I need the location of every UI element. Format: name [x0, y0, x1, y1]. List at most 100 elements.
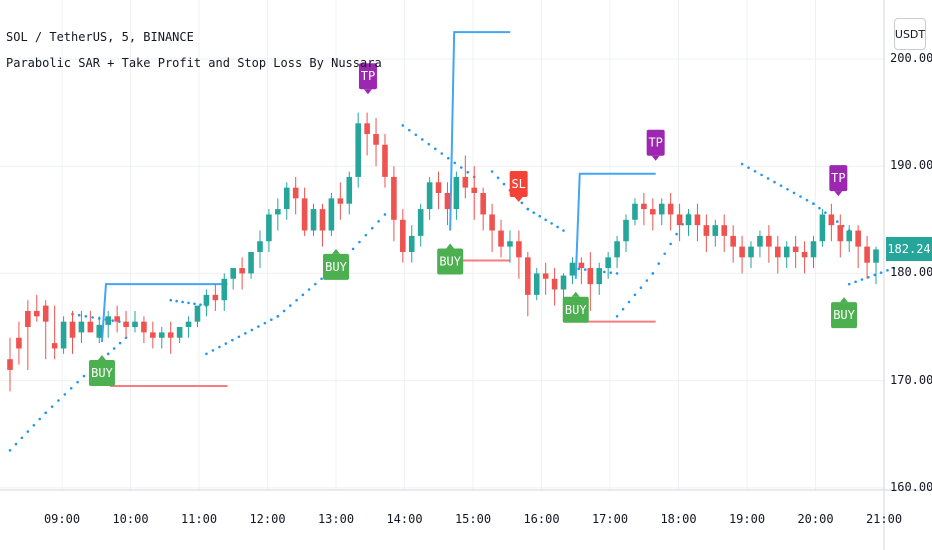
buy-signal-label: BUY: [562, 291, 589, 323]
candle: [587, 251, 594, 311]
candle: [632, 198, 638, 226]
candle-body: [87, 321, 94, 333]
time-tick-label: 10:00: [112, 512, 149, 526]
sar-dot: [112, 347, 116, 350]
candle: [650, 198, 656, 231]
sar-dot: [69, 386, 73, 390]
candle-body: [748, 246, 754, 258]
price-tick-label: 180.00: [890, 265, 932, 280]
candle-body: [292, 187, 299, 199]
sar-dot: [867, 275, 870, 279]
sar-dot: [740, 162, 744, 166]
candle: [275, 198, 281, 231]
label-pointer: [446, 243, 455, 249]
candle-body: [328, 198, 335, 231]
time-tick-label: 17:00: [591, 512, 629, 526]
candle: [257, 230, 263, 269]
sar-dot: [544, 218, 547, 222]
sar-dot: [38, 417, 42, 421]
time-tick-label: 14:00: [386, 512, 423, 526]
candle-body: [382, 144, 388, 177]
candle: [33, 294, 40, 322]
candle: [873, 246, 879, 285]
sar-dot: [84, 315, 88, 318]
sar-dot: [199, 303, 202, 306]
candle-body: [16, 337, 22, 349]
sar-dot: [532, 211, 536, 214]
candle-body: [533, 273, 540, 295]
sar-dot: [421, 138, 424, 141]
sar-dot: [263, 321, 267, 325]
candle: [846, 225, 853, 252]
sar-dot: [44, 411, 48, 415]
candle: [239, 257, 245, 290]
candle: [471, 166, 478, 220]
candle-body: [712, 225, 719, 236]
label-box: [437, 248, 464, 275]
candle-body: [650, 209, 656, 215]
candle-body: [757, 235, 763, 247]
candle: [444, 182, 451, 226]
sar-dot: [211, 349, 215, 352]
candle: [560, 273, 567, 301]
time-tick-label: 16:00: [523, 512, 560, 526]
candle: [578, 257, 585, 285]
candle: [694, 203, 701, 242]
candle-body: [685, 214, 692, 226]
sar-dot: [295, 298, 298, 302]
candle: [87, 310, 94, 333]
candle: [828, 203, 835, 242]
sar-dot: [459, 166, 463, 169]
time-tick-label: 20:00: [797, 512, 834, 526]
sar-dot: [32, 424, 36, 427]
candle-body: [471, 187, 478, 193]
candle-body: [658, 203, 665, 215]
sl-signal-label: SL: [509, 170, 528, 202]
take-profit-line: [449, 31, 511, 231]
candle: [426, 176, 433, 220]
candle: [783, 241, 790, 269]
candle-body: [730, 235, 736, 247]
time-tick-label: 15:00: [454, 512, 492, 526]
candle-body: [167, 332, 174, 338]
sar-dot: [218, 345, 221, 349]
candle: [533, 268, 540, 301]
sar-dot: [427, 142, 431, 146]
candle-body: [400, 219, 406, 252]
time-tick-label: 13:00: [317, 512, 355, 526]
candle-body: [525, 257, 531, 295]
candle-body: [855, 230, 861, 247]
candle: [542, 262, 549, 295]
time-tick-label: 11:00: [180, 512, 218, 526]
price-tick-label: 170.00: [890, 372, 932, 387]
currency-button[interactable]: USDT: [894, 18, 926, 50]
candle-body: [78, 321, 85, 333]
candle-body: [283, 187, 290, 210]
candle-body: [569, 262, 576, 276]
candle-body: [33, 310, 40, 317]
candle: [435, 171, 442, 210]
candle-body: [51, 343, 58, 349]
candle-body: [774, 246, 781, 258]
candle-body: [641, 203, 647, 210]
time-tick-label: 19:00: [728, 512, 766, 526]
sar-dot: [766, 177, 770, 180]
label-box: [323, 253, 349, 280]
label-box: [646, 129, 665, 156]
sar-dot: [224, 342, 228, 345]
sar-dot: [187, 301, 190, 305]
candle-body: [810, 241, 817, 258]
candle-body: [25, 310, 31, 328]
candle: [596, 262, 603, 295]
candle: [614, 235, 620, 269]
label-text: SL: [511, 177, 525, 191]
label-box: [562, 296, 589, 323]
candle-body: [105, 316, 112, 325]
candle-body: [462, 176, 469, 188]
sar-dot: [270, 318, 273, 322]
candle-body: [266, 214, 272, 242]
candle-body: [792, 246, 799, 252]
candle: [292, 176, 299, 215]
candle: [185, 316, 192, 338]
